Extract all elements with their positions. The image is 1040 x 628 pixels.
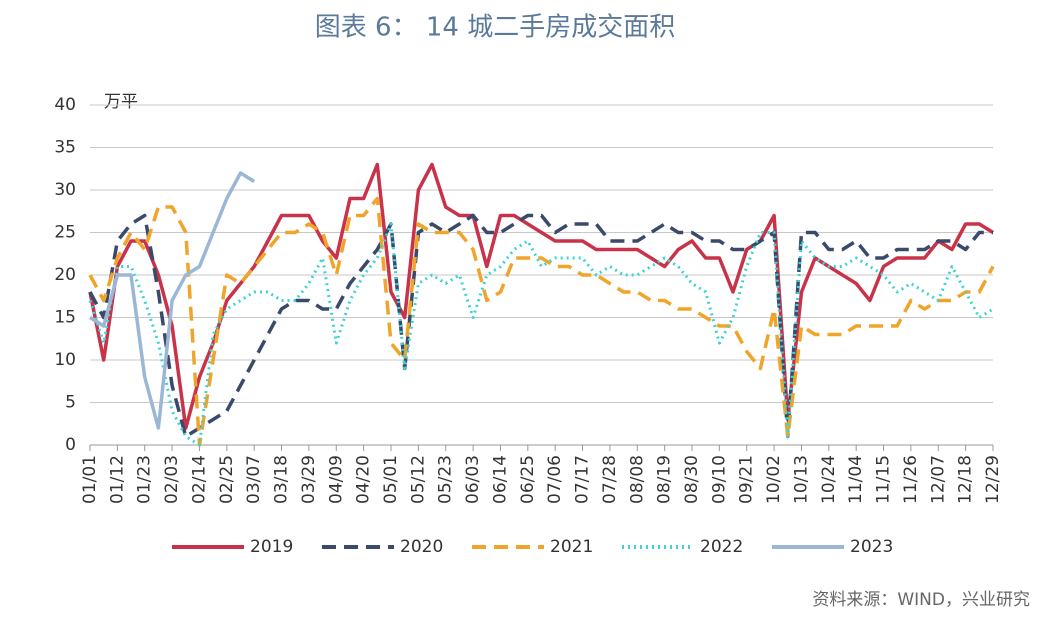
- x-tick-label: 11/15: [874, 455, 894, 504]
- x-tick-label: 12/18: [956, 455, 976, 504]
- y-tick-label: 35: [54, 138, 76, 158]
- x-tick-label: 09/10: [709, 455, 729, 504]
- x-tick-label: 02/25: [217, 455, 237, 504]
- y-tick-label: 0: [65, 435, 76, 455]
- x-tick-label: 07/28: [600, 455, 620, 504]
- x-tick-label: 08/08: [627, 455, 647, 504]
- x-tick-label: 06/03: [463, 455, 483, 504]
- y-tick-label: 25: [54, 223, 76, 243]
- legend-label: 2022: [700, 537, 743, 557]
- series-line: [88, 196, 995, 447]
- y-tick-label: 15: [54, 308, 76, 328]
- y-tick-label: 5: [65, 393, 76, 413]
- x-tick-label: 10/02: [764, 455, 784, 504]
- y-tick-label: 10: [54, 350, 76, 370]
- x-tick-label: 03/29: [299, 455, 319, 504]
- x-tick-label: 08/19: [655, 455, 675, 504]
- x-tick-label: 01/23: [135, 455, 155, 504]
- x-tick-label: 12/07: [928, 455, 948, 504]
- source: 资料来源：WIND，兴业研究: [812, 590, 1030, 610]
- chart-title: 图表 6： 14 城二手房成交面积: [315, 13, 675, 43]
- x-tick-label: 06/14: [490, 455, 510, 504]
- y-unit: 万平: [104, 92, 138, 112]
- x-tick-label: 04/20: [354, 455, 374, 504]
- x-tick-label: 03/07: [244, 455, 264, 504]
- x-tick-label: 01/12: [107, 455, 127, 504]
- x-tick-label: 04/09: [326, 455, 346, 504]
- series-line: [88, 213, 993, 439]
- legend-label: 2020: [400, 537, 443, 557]
- x-tick-label: 02/03: [162, 455, 182, 504]
- x-tick-label: 05/01: [381, 455, 401, 504]
- x-tick-label: 07/17: [573, 455, 593, 504]
- series-line: [89, 171, 256, 430]
- legend-label: 2021: [550, 537, 593, 557]
- x-tick-label: 08/30: [682, 455, 702, 504]
- legend-label: 2019: [250, 537, 293, 557]
- x-tick-label: 01/01: [80, 455, 100, 504]
- x-tick-label: 06/25: [518, 455, 538, 504]
- x-tick-label: 02/14: [189, 455, 209, 504]
- y-tick-label: 40: [54, 95, 76, 115]
- x-tick-label: 05/23: [436, 455, 456, 504]
- x-tick-label: 11/26: [901, 455, 921, 504]
- x-tick-label: 11/04: [846, 455, 866, 504]
- x-tick-label: 03/18: [272, 455, 292, 504]
- series-line: [88, 162, 994, 430]
- y-tick-label: 30: [54, 180, 76, 200]
- x-tick-label: 10/13: [791, 455, 811, 504]
- legend-label: 2023: [850, 537, 893, 557]
- x-tick-label: 07/06: [545, 455, 565, 504]
- x-tick-label: 05/12: [408, 455, 428, 504]
- y-tick-label: 20: [54, 265, 76, 285]
- x-tick-label: 10/24: [819, 455, 839, 504]
- x-tick-label: 09/21: [737, 455, 757, 504]
- x-tick-label: 12/29: [983, 455, 1003, 504]
